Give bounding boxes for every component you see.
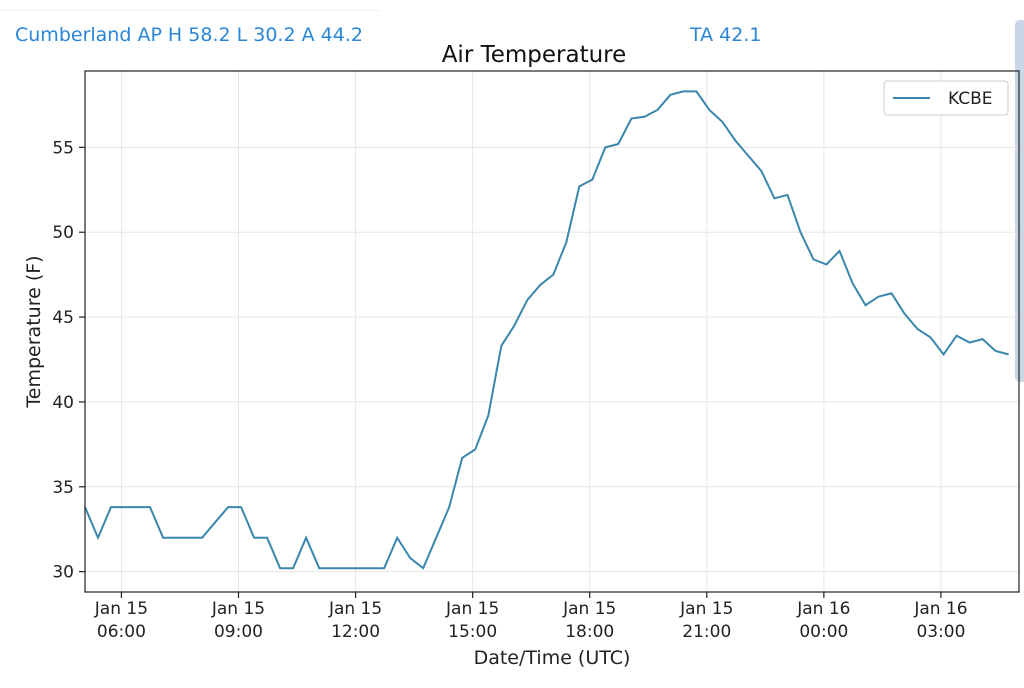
legend-box	[883, 80, 1009, 116]
y-tick-label: 35	[52, 478, 74, 498]
legend-label-kcbe: KCBE	[948, 89, 993, 109]
series-line-kcbe	[84, 90, 1009, 570]
x-axis-label: Date/Time (UTC)	[474, 647, 631, 669]
y-tick-label: 30	[52, 563, 74, 583]
grid-layer	[85, 71, 1019, 592]
x-tick-label-date: Jan 16	[796, 599, 850, 619]
x-tick-label-date: Jan 15	[445, 599, 499, 619]
x-tick-label-time: 18:00	[565, 622, 614, 642]
x-tick-label-time: 21:00	[682, 622, 731, 642]
y-tick-label: 55	[52, 138, 74, 158]
x-tick-label-time: 03:00	[916, 622, 965, 642]
y-tick-label: 45	[52, 308, 74, 328]
x-tick-label-time: 09:00	[214, 622, 263, 642]
x-tick-label-date: Jan 15	[211, 599, 265, 619]
y-axis-label: Temperature (F)	[23, 255, 45, 408]
x-tick-label-date: Jan 16	[913, 599, 967, 619]
plot-frame	[84, 70, 1020, 593]
x-axis-ticks: Jan 15 06:00 Jan 15 09:00 Jan 15 12:00 Jan 15 1…	[94, 592, 968, 642]
x-tick-label-time: 15:00	[448, 622, 497, 642]
station-summary-text[interactable]: Cumberland AP H 58.2 L 30.2 A 44.2	[15, 24, 363, 46]
y-tick-label: 40	[52, 393, 74, 413]
chart-title: Air Temperature	[442, 42, 627, 68]
x-tick-label-date: Jan 15	[679, 599, 733, 619]
x-tick-label-date: Jan 15	[94, 599, 148, 619]
y-tick-label: 50	[52, 223, 74, 243]
y-axis-ticks: 30 35 40 45 50 55	[52, 138, 85, 583]
x-tick-label-time: 00:00	[799, 622, 848, 642]
x-tick-label-time: 06:00	[97, 622, 146, 642]
x-tick-label-time: 12:00	[331, 622, 380, 642]
x-tick-label-date: Jan 15	[562, 599, 616, 619]
ta-readout-text[interactable]: TA 42.1	[690, 24, 762, 46]
x-tick-label-date: Jan 15	[328, 599, 382, 619]
legend: KCBE	[883, 80, 1009, 116]
top-divider	[0, 10, 380, 11]
